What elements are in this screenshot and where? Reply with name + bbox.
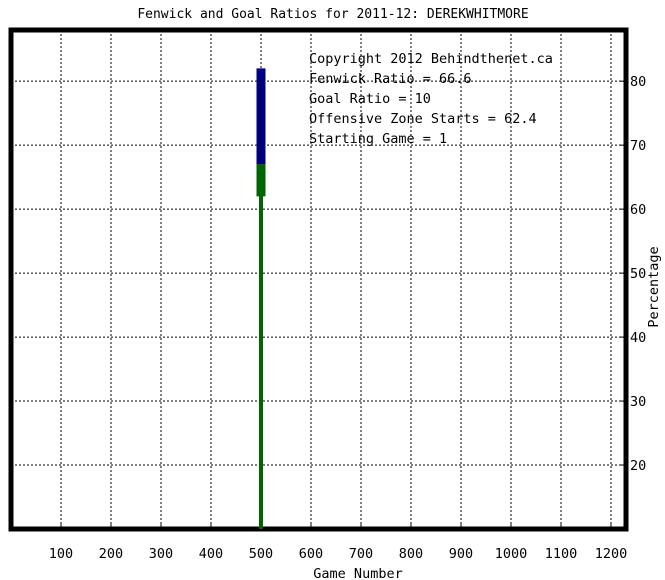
y-tick-label: 40 — [630, 330, 646, 346]
x-tick-labels: 100 200 300 400 500 600 700 800 900 1000 1100 1200 — [49, 546, 627, 562]
x-tick-label: 800 — [399, 546, 423, 562]
y-tick-label: 50 — [630, 266, 646, 282]
annotation-copyright: Copyright 2012 Behindthenet.ca — [309, 51, 553, 67]
annotation-starting-game: Starting Game = 1 — [309, 131, 447, 147]
annotation-offensive-zone-starts: Offensive Zone Starts = 62.4 — [309, 111, 537, 127]
x-tick-label: 1200 — [595, 546, 628, 562]
y-tick-labels: 20 30 40 50 60 70 80 — [630, 74, 646, 474]
x-tick-label: 700 — [349, 546, 373, 562]
annotation-fenwick-ratio: Fenwick Ratio = 66.6 — [309, 71, 472, 87]
x-tick-label: 1000 — [495, 546, 528, 562]
x-tick-label: 100 — [49, 546, 73, 562]
y-tick-label: 20 — [630, 458, 646, 474]
x-tick-label: 1100 — [545, 546, 578, 562]
annotation-block: Copyright 2012 Behindthenet.ca Fenwick R… — [309, 51, 553, 147]
y-axis-label: Percentage — [646, 246, 662, 327]
plot-frame — [8, 27, 629, 532]
chart-title: Fenwick and Goal Ratios for 2011-12: DER… — [137, 7, 528, 22]
x-tick-label: 600 — [299, 546, 323, 562]
x-tick-label: 400 — [199, 546, 223, 562]
y-tick-label: 60 — [630, 202, 646, 218]
x-tick-label: 500 — [249, 546, 273, 562]
x-tick-label: 200 — [99, 546, 123, 562]
x-tick-label: 900 — [449, 546, 473, 562]
x-axis-label: Game Number — [313, 566, 402, 580]
annotation-goal-ratio: Goal Ratio = 10 — [309, 91, 431, 107]
y-tick-label: 30 — [630, 394, 646, 410]
y-tick-label: 80 — [630, 74, 646, 90]
y-tick-label: 70 — [630, 138, 646, 154]
x-tick-label: 300 — [149, 546, 173, 562]
